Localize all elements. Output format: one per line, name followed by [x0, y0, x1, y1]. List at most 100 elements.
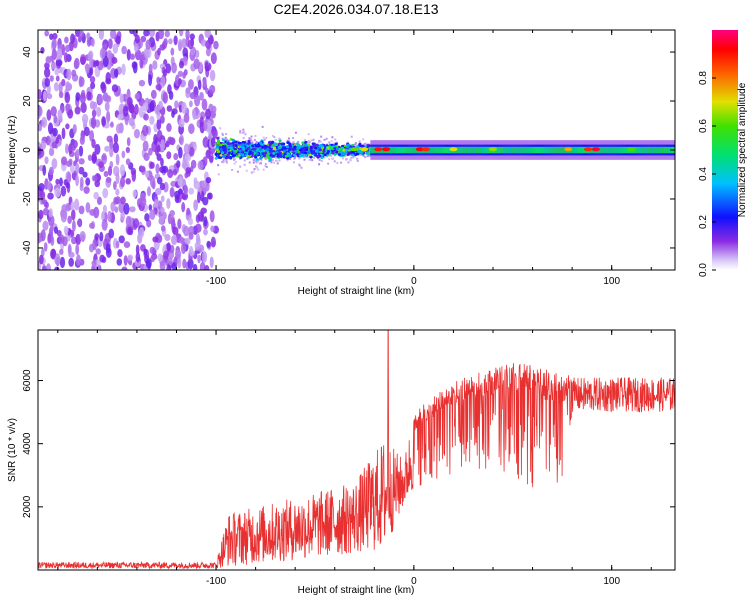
noise-cell	[53, 226, 59, 234]
signal-cell	[247, 139, 251, 143]
halo-cell	[366, 155, 369, 158]
noise-cell	[203, 135, 208, 148]
signal-cell	[266, 147, 270, 151]
y-tick-label: 20	[22, 95, 33, 107]
halo-cell	[273, 136, 276, 139]
halo-cell	[363, 153, 366, 156]
line-core	[392, 146, 394, 154]
signal-cell	[304, 151, 308, 155]
halo-cell	[224, 136, 227, 139]
noise-cell	[61, 127, 66, 140]
line-core	[509, 146, 512, 154]
noise-cell	[160, 76, 166, 88]
noise-cell	[41, 248, 45, 257]
line-core	[653, 146, 655, 154]
signal-cell	[221, 138, 226, 142]
noise-cell	[187, 39, 194, 50]
noise-cell	[79, 176, 84, 188]
halo-cell	[225, 160, 228, 163]
line-core	[479, 146, 481, 154]
line-core	[429, 146, 432, 154]
noise-cell	[163, 250, 170, 260]
noise-cell	[79, 92, 86, 104]
halo-cell	[264, 164, 267, 167]
noise-cell	[177, 70, 184, 77]
noise-cell	[95, 248, 101, 255]
line-core	[402, 146, 404, 154]
halo-cell	[254, 154, 257, 157]
noise-cell	[92, 175, 98, 182]
halo-cell	[264, 162, 267, 165]
line-core	[440, 146, 442, 154]
noise-cell	[160, 139, 165, 152]
line-core	[447, 146, 449, 154]
signal-cell	[286, 141, 290, 145]
signal-cell	[314, 149, 319, 153]
signal-cell	[283, 152, 287, 156]
noise-cell	[124, 115, 129, 126]
line-core	[393, 146, 395, 154]
line-core	[644, 146, 646, 154]
noise-cell	[90, 38, 95, 47]
noise-cell	[131, 170, 137, 182]
noise-cell	[45, 263, 52, 270]
figure-title: C2E4.2026.034.07.18.E13	[273, 1, 438, 17]
signal-cell	[234, 140, 238, 144]
noise-cell	[58, 177, 63, 187]
line-core	[622, 146, 624, 154]
noise-cell	[75, 174, 79, 187]
noise-cell	[89, 209, 96, 216]
halo-cell	[246, 157, 249, 160]
signal-cell	[328, 151, 332, 155]
line-core	[410, 146, 413, 154]
noise-cell	[96, 173, 102, 182]
line-core	[600, 146, 603, 154]
noise-cell	[209, 84, 216, 94]
noise-cell	[106, 110, 111, 123]
line-core	[397, 146, 399, 154]
noise-cell	[174, 100, 179, 109]
signal-cell	[346, 143, 350, 147]
line-core	[480, 146, 482, 154]
signal-cell	[252, 147, 256, 151]
noise-cell	[65, 103, 71, 112]
hot-spot	[564, 147, 573, 152]
halo-cell	[294, 155, 297, 158]
spectrogram-axes: -100 0 100 -40 -20 0 20 40	[22, 30, 675, 287]
line-core	[512, 146, 515, 154]
signal-cell	[232, 153, 237, 157]
noise-cell	[115, 35, 121, 45]
line-core	[528, 146, 531, 154]
line-core	[520, 146, 523, 154]
hot-spot	[374, 147, 383, 152]
halo-cell	[308, 159, 311, 162]
halo-cell	[347, 161, 350, 164]
noise-cell	[148, 73, 153, 86]
noise-cell	[53, 82, 59, 92]
halo-cell	[320, 135, 323, 138]
noise-cell	[91, 153, 98, 164]
line-core	[496, 146, 499, 154]
signal-cell	[241, 146, 245, 149]
noise-cell	[99, 254, 105, 263]
halo-cell	[317, 141, 320, 144]
noise-cell	[204, 61, 209, 72]
noise-cell	[38, 254, 44, 265]
snr-xlabel: Height of straight line (km)	[298, 585, 415, 596]
line-core	[582, 146, 584, 154]
line-core	[402, 146, 405, 154]
noise-cell	[48, 147, 55, 157]
line-core	[647, 146, 649, 154]
noise-cell	[87, 51, 93, 62]
line-core	[538, 146, 540, 154]
halo-cell	[242, 136, 245, 139]
noise-cell	[166, 198, 171, 210]
noise-cell	[182, 258, 187, 269]
noise-cell	[42, 265, 47, 270]
halo-cell	[302, 155, 305, 158]
signal-cell	[239, 152, 244, 156]
halo-cell	[307, 139, 310, 142]
line-core	[540, 146, 542, 154]
line-core	[561, 146, 563, 154]
noise-cell	[85, 202, 91, 213]
